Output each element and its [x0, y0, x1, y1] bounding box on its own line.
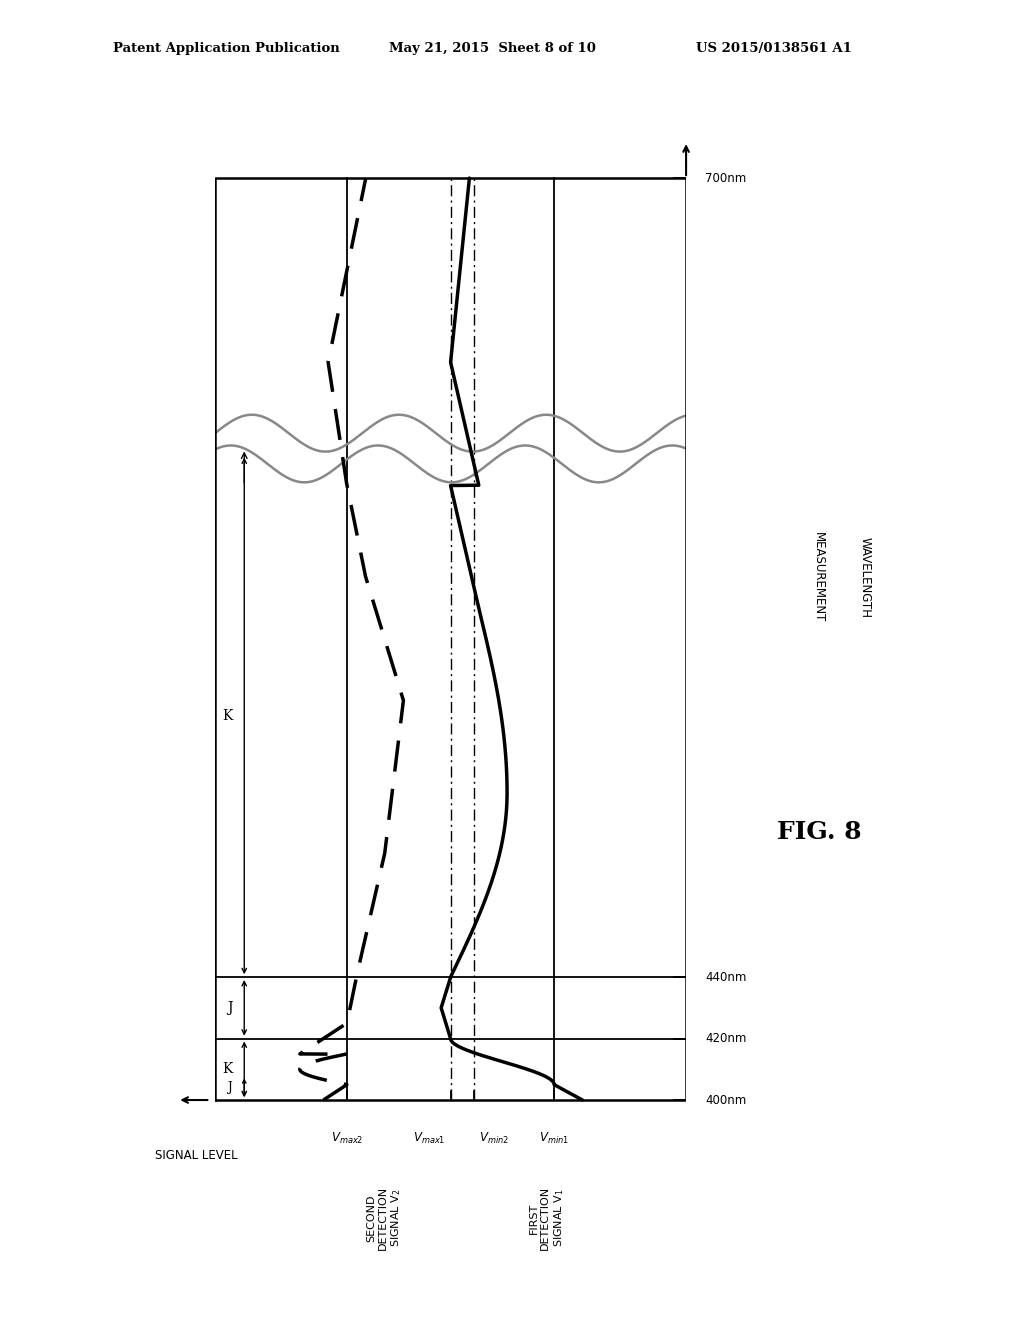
Text: SECOND
DETECTION
SIGNAL V$_2$: SECOND DETECTION SIGNAL V$_2$: [366, 1187, 403, 1250]
Text: May 21, 2015  Sheet 8 of 10: May 21, 2015 Sheet 8 of 10: [389, 42, 596, 55]
Text: 700nm: 700nm: [705, 172, 746, 185]
Text: FIG. 8: FIG. 8: [777, 820, 861, 843]
Text: 420nm: 420nm: [705, 1032, 746, 1045]
Text: J: J: [227, 1081, 232, 1094]
Text: WAVELENGTH: WAVELENGTH: [858, 537, 871, 618]
Text: J: J: [227, 1001, 232, 1015]
Text: $V_{max1}$: $V_{max1}$: [414, 1131, 445, 1146]
Text: $V_{max2}$: $V_{max2}$: [331, 1131, 364, 1146]
Text: $V_{min2}$: $V_{min2}$: [479, 1131, 509, 1146]
Text: K: K: [222, 709, 232, 723]
Text: SIGNAL LEVEL: SIGNAL LEVEL: [155, 1150, 238, 1162]
Text: MEASUREMENT: MEASUREMENT: [811, 532, 824, 623]
Text: $V_{min1}$: $V_{min1}$: [540, 1131, 569, 1146]
Text: Patent Application Publication: Patent Application Publication: [113, 42, 339, 55]
Text: 440nm: 440nm: [705, 970, 746, 983]
Text: 400nm: 400nm: [705, 1093, 746, 1106]
Text: US 2015/0138561 A1: US 2015/0138561 A1: [696, 42, 852, 55]
Text: FIRST
DETECTION
SIGNAL V$_1$: FIRST DETECTION SIGNAL V$_1$: [528, 1187, 566, 1250]
Text: K: K: [222, 1063, 232, 1076]
